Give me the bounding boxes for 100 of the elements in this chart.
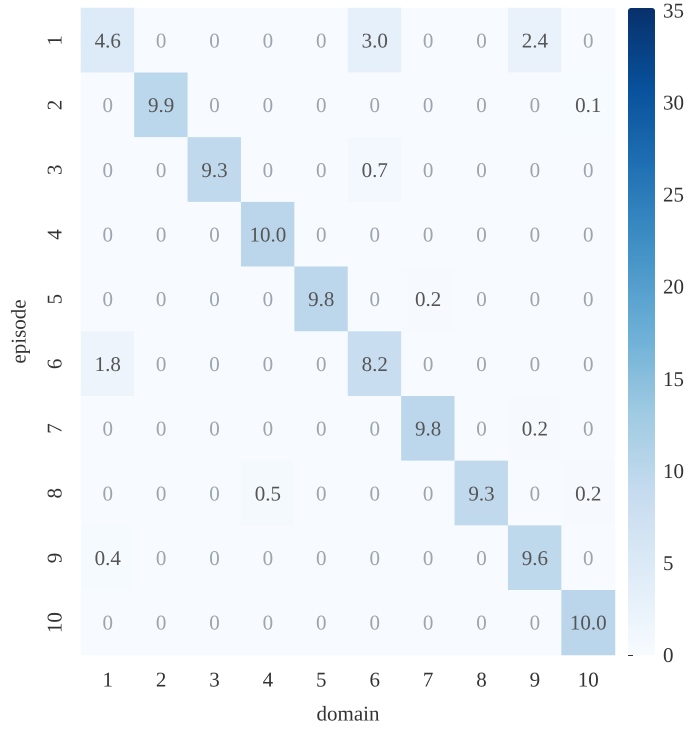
data-label: 0 <box>530 610 540 635</box>
data-label: 0 <box>156 546 166 570</box>
data-label: 0 <box>262 416 274 441</box>
data-label: 0 <box>316 481 327 506</box>
data-label: 0 <box>156 158 166 182</box>
data-label: 0 <box>476 222 487 246</box>
data-label: 0 <box>369 222 380 246</box>
data-label: 0 <box>422 352 434 376</box>
data-label: 0.1 <box>575 93 602 118</box>
data-label: 0 <box>476 610 487 635</box>
data-label: 0 <box>476 416 487 441</box>
data-label: 0 <box>369 610 380 635</box>
data-label: 0 <box>262 610 274 635</box>
data-label: 9.9 <box>148 93 174 118</box>
y-axis-title: episode <box>6 299 30 364</box>
data-label: 0 <box>583 158 594 182</box>
data-label: 0 <box>102 158 113 182</box>
data-label: 0 <box>156 610 166 635</box>
data-label: 0 <box>316 28 327 52</box>
data-label: 0 <box>262 93 274 118</box>
x-tick-label: 6 <box>369 668 380 692</box>
data-label: 0 <box>262 287 274 312</box>
data-label: 0 <box>102 416 113 441</box>
y-tick-label: 6 <box>42 358 66 370</box>
color-bar-label: 20 <box>663 274 684 299</box>
data-label: 0 <box>316 610 327 635</box>
x-tick-label: 10 <box>578 668 599 692</box>
data-label: 2.4 <box>522 28 549 52</box>
data-label: 0 <box>102 287 113 312</box>
data-label: 3.0 <box>362 28 388 52</box>
data-label: 0 <box>156 481 166 506</box>
data-label: 0 <box>209 610 220 635</box>
data-label: 0.2 <box>522 416 548 441</box>
data-label: 0.4 <box>94 546 122 570</box>
data-label: 0 <box>583 287 594 312</box>
data-label: 9.3 <box>468 481 495 506</box>
data-label: 0.2 <box>575 481 602 506</box>
x-tick-label: 9 <box>530 668 540 692</box>
data-label: 0 <box>476 28 487 52</box>
x-tick-label: 3 <box>209 668 220 692</box>
data-label: 0 <box>262 158 274 182</box>
data-label: 0 <box>530 352 540 376</box>
data-label: 0 <box>530 481 540 506</box>
data-label: 0 <box>156 28 166 52</box>
data-label: 9.6 <box>522 546 548 570</box>
y-tick-label: 8 <box>42 488 66 498</box>
data-label: 0 <box>102 93 113 118</box>
data-label: 9.3 <box>201 158 228 182</box>
data-label: 0 <box>476 352 487 376</box>
data-label: 0 <box>530 93 540 118</box>
data-label: 0 <box>583 352 594 376</box>
data-label: 0 <box>369 416 380 441</box>
data-label: 0 <box>156 352 166 376</box>
data-label: 0 <box>102 222 113 246</box>
y-tick-label: 4 <box>42 228 66 240</box>
data-label: 0 <box>209 546 220 570</box>
color-bar-label: 5 <box>663 550 674 575</box>
data-label: 0 <box>583 222 594 246</box>
data-label: 0 <box>156 222 166 246</box>
data-label: 0 <box>422 93 434 118</box>
data-label: 0.2 <box>414 287 442 312</box>
data-label: 10.0 <box>570 610 607 635</box>
data-label: 0 <box>369 287 380 312</box>
data-label: 0 <box>369 93 380 118</box>
data-label: 0 <box>316 158 327 182</box>
x-tick-label: 4 <box>262 668 274 692</box>
y-tick-label: 10 <box>42 612 66 634</box>
data-label: 0 <box>369 481 380 506</box>
data-label: 0 <box>156 416 166 441</box>
data-label: 0 <box>209 287 220 312</box>
color-bar-label: 35 <box>663 0 684 22</box>
color-bar-label: 25 <box>663 182 684 207</box>
data-label: 0 <box>530 287 540 312</box>
data-label: 0 <box>583 416 594 441</box>
x-axis-title: domain <box>316 702 380 726</box>
y-tick-label: 7 <box>42 423 66 434</box>
x-tick-label: 2 <box>156 668 166 692</box>
data-label: 0 <box>476 287 487 312</box>
data-label: 0 <box>316 222 327 246</box>
data-label: 8.2 <box>362 352 388 376</box>
data-label: 0 <box>422 28 434 52</box>
data-label: 0 <box>422 610 434 635</box>
data-label: 9.8 <box>414 416 442 441</box>
data-label: 0 <box>422 158 434 182</box>
data-label: 0 <box>262 546 274 570</box>
x-tick-label: 1 <box>102 668 113 692</box>
color-bar-label: 10 <box>663 458 684 483</box>
data-label: 0.5 <box>254 481 282 506</box>
x-tick-label: 7 <box>422 668 434 692</box>
y-tick-label: 2 <box>42 100 66 110</box>
data-label: 0 <box>209 352 220 376</box>
y-tick-label: 3 <box>42 164 66 175</box>
data-label: 0 <box>102 481 113 506</box>
data-label: 0.7 <box>362 158 388 182</box>
data-label: 0 <box>209 416 220 441</box>
data-label: 4.6 <box>94 28 121 52</box>
data-label: 0 <box>530 158 540 182</box>
data-label: 0 <box>583 546 594 570</box>
data-label: 0 <box>422 222 434 246</box>
data-label: 0 <box>530 222 540 246</box>
